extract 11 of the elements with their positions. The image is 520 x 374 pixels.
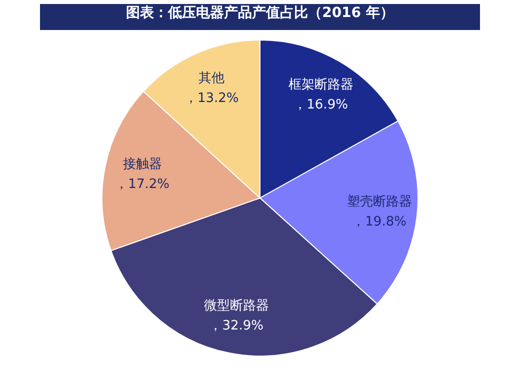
slice-label: 框架断路器: [288, 77, 354, 92]
chart-title: 图表：低压电器产品产值占比（2016 年）: [40, 4, 480, 30]
slice-label: 接触器: [122, 157, 162, 172]
data-label: ，16.9%: [294, 97, 348, 112]
data-label: ，32.9%: [209, 318, 264, 334]
slice-label: 微型断路器: [204, 298, 269, 314]
data-label: ，13.2%: [184, 91, 239, 106]
data-label: ，17.2%: [115, 177, 170, 192]
data-label: ，19.8%: [352, 214, 406, 230]
slice-label: 塑壳断路器: [346, 194, 412, 210]
slice-label: 其他: [198, 71, 225, 86]
